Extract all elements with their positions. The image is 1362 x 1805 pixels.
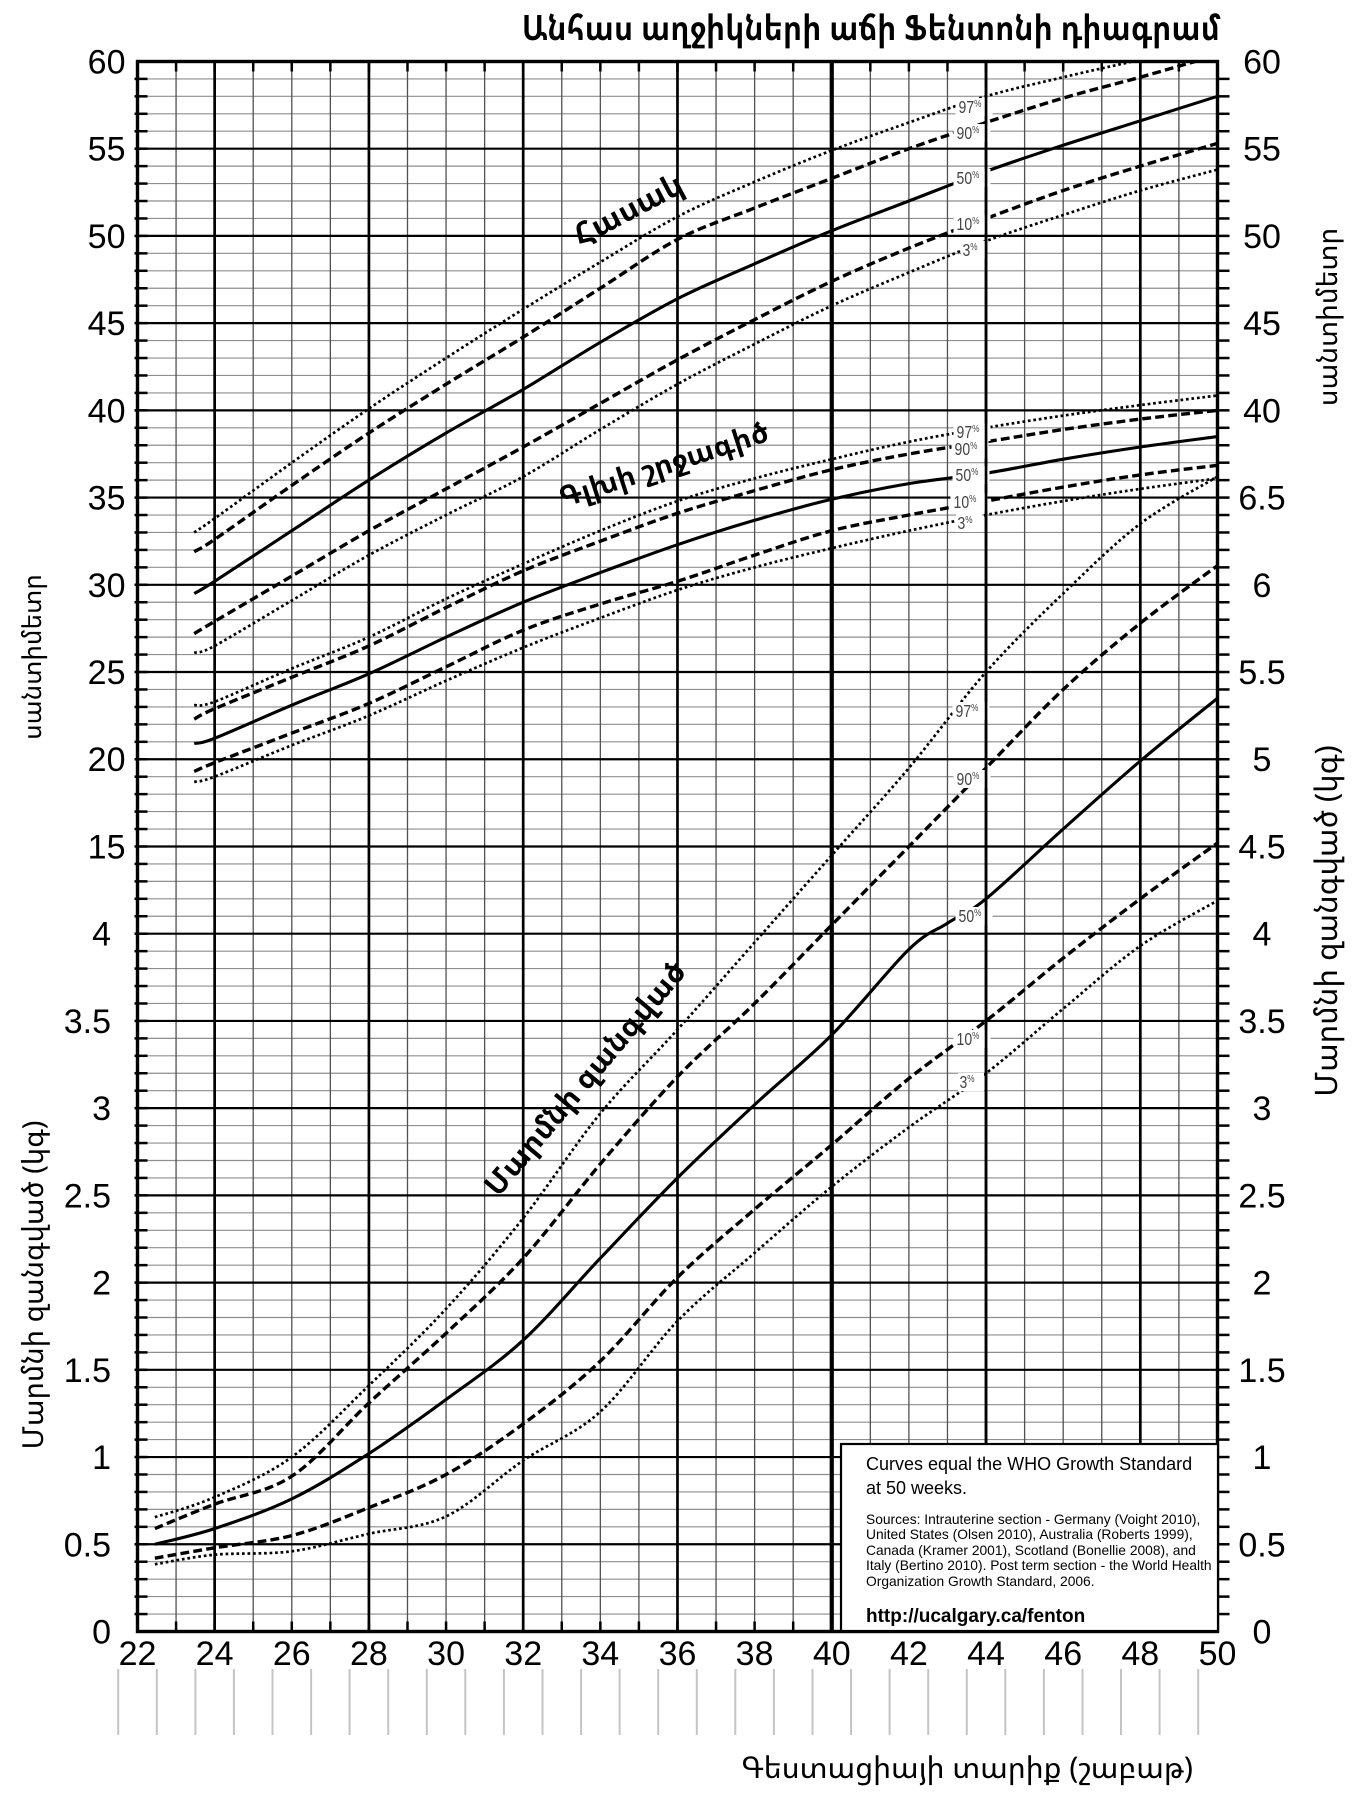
svg-text:60: 60 [88,44,126,82]
svg-text:26: 26 [273,1635,311,1673]
svg-text:55: 55 [88,131,126,169]
svg-text:15: 15 [88,829,126,867]
svg-text:6.5: 6.5 [1238,480,1285,518]
svg-text:Italy (Bertino 2010). Post ter: Italy (Bertino 2010). Post term section … [866,1558,1212,1573]
svg-text:3: 3 [1253,1090,1272,1128]
svg-text:24: 24 [196,1635,234,1673]
svg-text:2: 2 [1253,1265,1272,1303]
svg-text:http://ucalgary.ca/fenton: http://ucalgary.ca/fenton [866,1606,1085,1627]
svg-text:5.5: 5.5 [1238,654,1285,692]
svg-text:44: 44 [967,1635,1005,1673]
svg-text:34: 34 [581,1635,619,1673]
svg-text:United States (Olsen 2010), Au: United States (Olsen 2010), Australia (R… [866,1527,1193,1542]
svg-text:22: 22 [119,1635,157,1673]
svg-text:50: 50 [1199,1635,1237,1673]
svg-text:25: 25 [88,654,126,692]
svg-text:36: 36 [659,1635,697,1673]
svg-text:40: 40 [88,392,126,430]
svg-text:5: 5 [1253,741,1272,779]
svg-text:60: 60 [1243,44,1281,82]
svg-text:42: 42 [890,1635,928,1673]
svg-text:30: 30 [427,1635,465,1673]
svg-text:55: 55 [1243,131,1281,169]
svg-text:0: 0 [1253,1614,1272,1652]
svg-text:40: 40 [813,1635,851,1673]
svg-text:38: 38 [736,1635,774,1673]
svg-text:20: 20 [88,741,126,779]
svg-text:3: 3 [92,1090,111,1128]
svg-text:at 50 weeks.: at 50 weeks. [866,1478,967,1498]
svg-text:Canada (Kramer 2001), Scotland: Canada (Kramer 2001), Scotland (Bonellie… [866,1543,1196,1558]
svg-text:1: 1 [1253,1439,1272,1477]
svg-text:1.5: 1.5 [1238,1352,1285,1390]
svg-text:6: 6 [1253,567,1272,605]
svg-text:0.5: 0.5 [1238,1526,1285,1564]
svg-text:1: 1 [92,1439,111,1477]
svg-text:3.5: 3.5 [64,1003,111,1041]
svg-text:4: 4 [92,916,111,954]
svg-text:Sources: Intrauterine section: Sources: Intrauterine section - Germany … [866,1512,1200,1527]
svg-text:2: 2 [92,1265,111,1303]
svg-text:32: 32 [504,1635,542,1673]
svg-text:45: 45 [1243,305,1281,343]
svg-text:2.5: 2.5 [64,1177,111,1215]
svg-text:0: 0 [92,1614,111,1652]
svg-text:45: 45 [88,305,126,343]
svg-text:1.5: 1.5 [64,1352,111,1390]
svg-text:40: 40 [1243,392,1281,430]
svg-text:Curves equal the WHO Growth St: Curves equal the WHO Growth Standard [866,1454,1192,1474]
svg-text:35: 35 [88,480,126,518]
svg-text:28: 28 [350,1635,388,1673]
svg-text:0.5: 0.5 [64,1526,111,1564]
svg-text:2.5: 2.5 [1238,1177,1285,1215]
svg-text:3.5: 3.5 [1238,1003,1285,1041]
svg-text:48: 48 [1121,1635,1159,1673]
svg-text:30: 30 [88,567,126,605]
svg-text:50: 50 [1243,218,1281,256]
svg-text:4: 4 [1253,916,1272,954]
svg-text:46: 46 [1044,1635,1082,1673]
svg-text:Organization Growth Standard,: Organization Growth Standard, 2006. [866,1574,1095,1589]
svg-text:4.5: 4.5 [1238,829,1285,867]
svg-text:50: 50 [88,218,126,256]
